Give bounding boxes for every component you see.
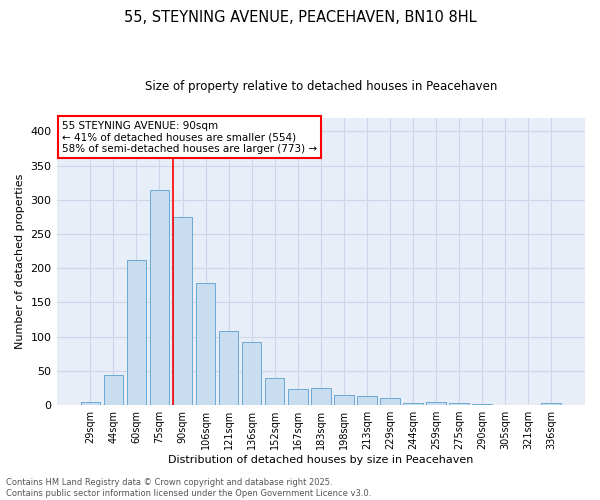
Bar	[196, 284, 215, 405]
Bar	[242, 342, 262, 405]
Bar	[311, 388, 331, 405]
Text: Contains HM Land Registry data © Crown copyright and database right 2025.
Contai: Contains HM Land Registry data © Crown c…	[6, 478, 371, 498]
Bar	[173, 217, 193, 405]
Y-axis label: Number of detached properties: Number of detached properties	[15, 174, 25, 349]
Bar	[127, 260, 146, 405]
Bar	[334, 395, 353, 405]
X-axis label: Distribution of detached houses by size in Peacehaven: Distribution of detached houses by size …	[168, 455, 473, 465]
Bar	[541, 403, 561, 405]
Bar	[149, 190, 169, 405]
Bar	[403, 403, 423, 405]
Bar	[472, 404, 492, 405]
Bar	[426, 402, 446, 405]
Bar	[380, 398, 400, 405]
Bar	[265, 378, 284, 405]
Bar	[219, 331, 238, 405]
Title: Size of property relative to detached houses in Peacehaven: Size of property relative to detached ho…	[145, 80, 497, 93]
Bar	[449, 403, 469, 405]
Bar	[357, 396, 377, 405]
Text: 55 STEYNING AVENUE: 90sqm
← 41% of detached houses are smaller (554)
58% of semi: 55 STEYNING AVENUE: 90sqm ← 41% of detac…	[62, 120, 317, 154]
Bar	[80, 402, 100, 405]
Text: 55, STEYNING AVENUE, PEACEHAVEN, BN10 8HL: 55, STEYNING AVENUE, PEACEHAVEN, BN10 8H…	[124, 10, 476, 25]
Bar	[288, 388, 308, 405]
Bar	[104, 375, 123, 405]
